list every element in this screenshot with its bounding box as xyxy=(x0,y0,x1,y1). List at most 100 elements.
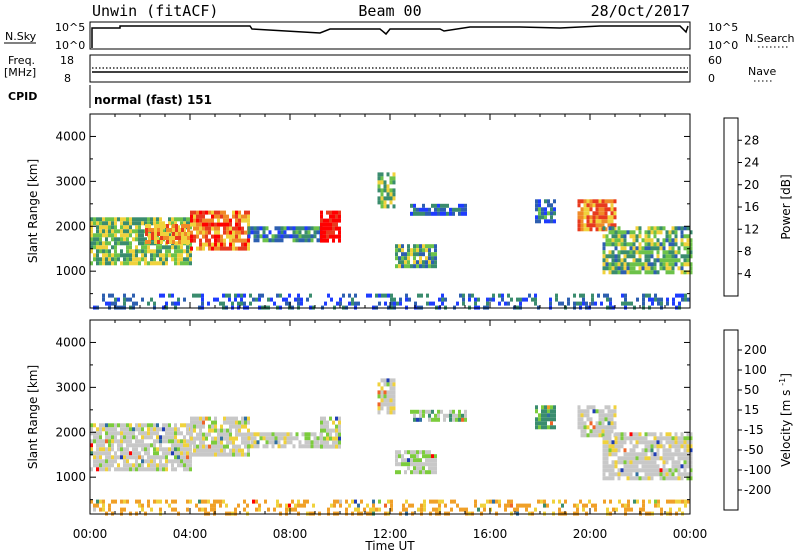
echo-cell xyxy=(280,432,284,437)
echo-cell xyxy=(674,242,678,247)
echo-cell xyxy=(148,240,151,244)
echo-cell xyxy=(114,297,117,302)
echo-cell xyxy=(564,499,567,504)
echo-cell xyxy=(674,238,678,243)
echo-cell xyxy=(114,217,117,222)
echo-cell xyxy=(393,297,396,302)
echo-cell xyxy=(665,230,669,235)
echo-cell xyxy=(132,427,135,432)
echo-cell xyxy=(288,293,291,298)
echo-cell xyxy=(123,233,126,238)
echo-cell xyxy=(683,464,687,469)
echo-cell xyxy=(626,472,630,477)
echo-cell xyxy=(668,436,672,441)
echo-cell xyxy=(380,196,384,201)
echo-cell xyxy=(166,236,169,240)
echo-cell xyxy=(184,232,187,236)
echo-cell xyxy=(338,436,341,441)
echo-cell xyxy=(223,230,226,235)
echo-cell xyxy=(390,499,393,504)
echo-cell xyxy=(582,507,585,512)
echo-cell xyxy=(656,230,660,235)
echo-cell xyxy=(614,460,618,465)
echo-cell xyxy=(683,448,687,453)
echo-cell xyxy=(190,218,193,223)
echo-cell xyxy=(153,427,156,432)
echo-cell xyxy=(339,301,342,306)
echo-cell xyxy=(434,256,437,261)
echo-cell xyxy=(247,444,251,449)
echo-cell xyxy=(174,499,177,504)
echo-cell xyxy=(462,297,465,302)
echo-cell xyxy=(247,440,250,445)
echo-cell xyxy=(586,405,590,410)
colorbar-tick-label: 100 xyxy=(744,363,767,377)
echo-cell xyxy=(163,232,166,236)
echo-cell xyxy=(620,460,624,465)
echo-cell xyxy=(162,455,165,460)
echo-cell xyxy=(632,266,636,271)
echo-cell xyxy=(330,297,333,302)
echo-cell xyxy=(111,459,114,464)
echo-cell xyxy=(601,219,605,224)
echo-cell xyxy=(102,297,105,302)
echo-cell xyxy=(102,463,105,468)
echo-cell xyxy=(156,237,159,242)
echo-cell xyxy=(614,262,618,267)
echo-cell xyxy=(190,420,193,425)
echo-cell xyxy=(117,443,120,448)
echo-cell xyxy=(635,258,639,263)
echo-cell xyxy=(386,406,390,411)
echo-cell xyxy=(629,242,633,247)
echo-cell xyxy=(150,431,153,436)
echo-cell xyxy=(126,245,129,250)
echo-cell xyxy=(235,432,238,437)
echo-cell xyxy=(105,467,108,472)
echo-cell xyxy=(449,413,452,418)
echo-cell xyxy=(516,297,519,302)
echo-cell xyxy=(668,234,672,239)
echo-cell xyxy=(598,199,602,204)
echo-cell xyxy=(550,417,553,422)
echo-cell xyxy=(111,217,114,222)
echo-cell xyxy=(211,428,214,433)
echo-cell xyxy=(126,451,129,456)
echo-cell xyxy=(165,261,168,266)
echo-cell xyxy=(223,428,226,433)
echo-cell xyxy=(114,459,117,464)
echo-cell xyxy=(329,214,332,219)
echo-cell xyxy=(383,196,387,201)
echo-patch xyxy=(90,423,192,472)
echo-cell xyxy=(240,297,243,302)
echo-cell xyxy=(377,176,381,181)
echo-cell xyxy=(172,240,175,244)
echo-cell xyxy=(426,293,429,298)
echo-cell xyxy=(129,297,132,302)
echo-cell xyxy=(644,254,648,259)
echo-cell xyxy=(271,436,275,441)
echo-cell xyxy=(196,424,199,429)
echo-cell xyxy=(582,293,585,298)
echo-cell xyxy=(538,199,541,204)
echo-cell xyxy=(99,427,102,432)
echo-cell xyxy=(629,452,633,457)
echo-cell xyxy=(610,203,614,208)
echo-cell xyxy=(535,417,538,422)
echo-cell xyxy=(440,207,443,212)
echo-cell xyxy=(332,440,335,445)
echo-cell xyxy=(168,447,171,452)
echo-cell xyxy=(313,230,317,235)
echo-cell xyxy=(144,423,147,428)
echo-cell xyxy=(651,297,654,302)
echo-cell xyxy=(202,432,205,437)
echo-cell xyxy=(165,423,168,428)
echo-cell xyxy=(392,394,396,399)
echo-cell xyxy=(165,257,168,262)
echo-cell xyxy=(586,417,590,422)
echo-cell xyxy=(589,223,593,228)
echo-cell xyxy=(583,227,587,232)
echo-cell xyxy=(413,462,416,467)
echo-cell xyxy=(641,266,645,271)
echo-cell xyxy=(553,417,556,422)
echo-cell xyxy=(313,226,317,231)
